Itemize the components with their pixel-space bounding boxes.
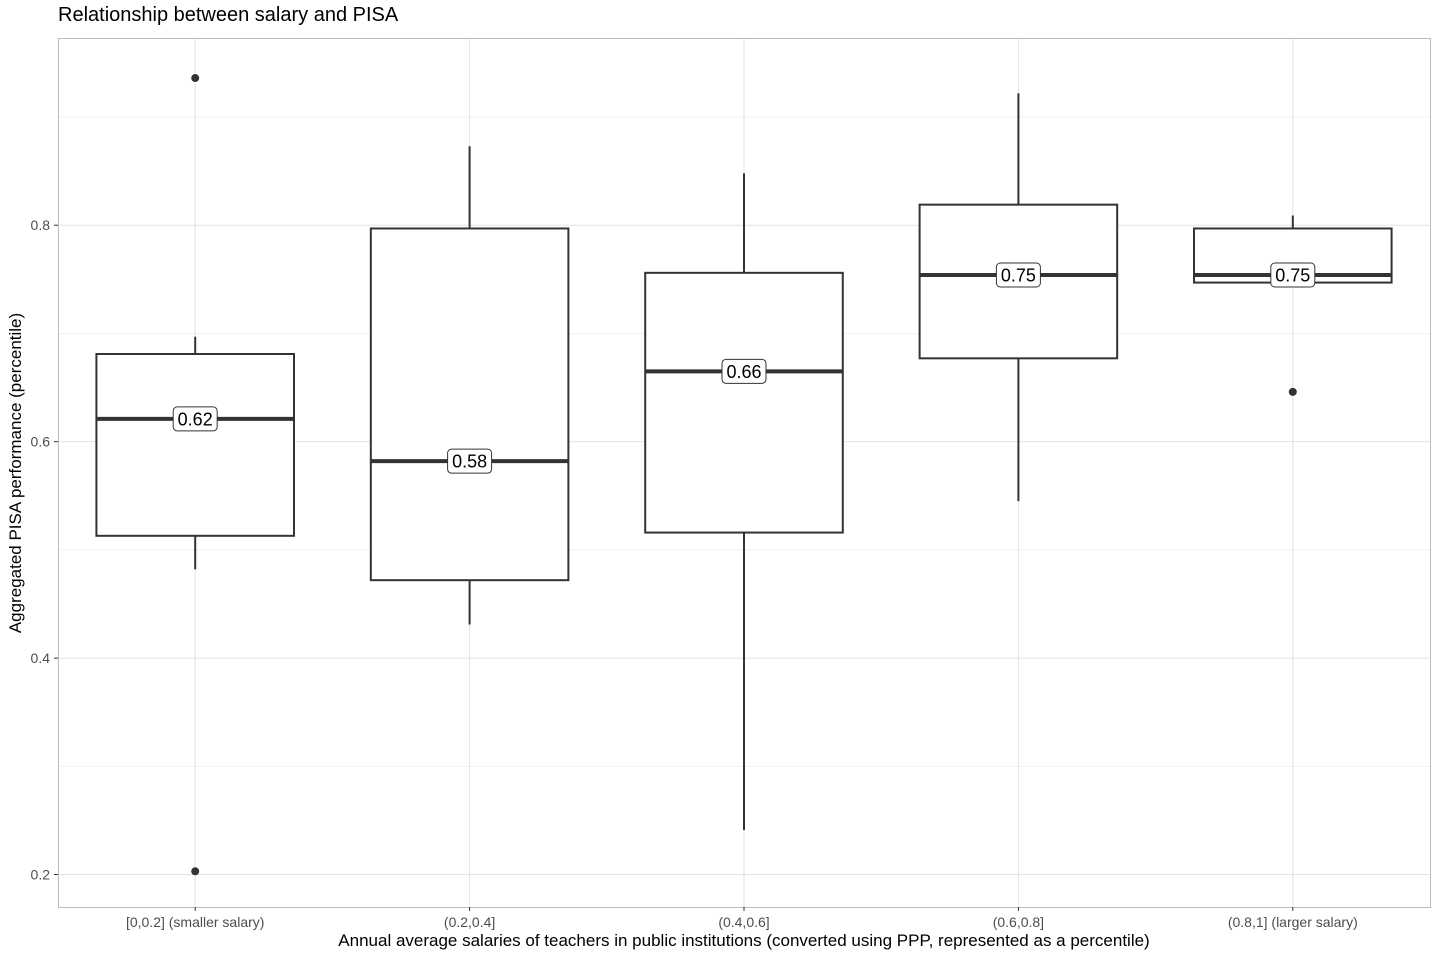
median-label-box <box>447 448 493 474</box>
chart-title: Relationship between salary and PISA <box>58 4 399 26</box>
y-tick-label: 0.8 <box>31 217 51 233</box>
median-label-text: 0.75 <box>1001 266 1036 286</box>
median-label-text: 0.75 <box>1275 266 1310 286</box>
median-label-text: 0.58 <box>452 452 487 472</box>
x-axis-label: Annual average salaries of teachers in p… <box>338 931 1150 950</box>
x-axis-ticks: [0,0.2] (smaller salary) (0.2,0.4] (0.4,0.… <box>126 907 1358 930</box>
median-label: 0.75 <box>995 262 1041 288</box>
median-label-text: 0.62 <box>178 409 213 429</box>
median-label-box <box>721 358 767 384</box>
median-label-box <box>1270 262 1316 288</box>
y-tick-label: 0.4 <box>31 650 51 666</box>
median-label: 0.75 <box>1270 262 1316 288</box>
box-group <box>918 93 1119 502</box>
median-label-box <box>995 262 1041 288</box>
box-group <box>644 173 844 831</box>
outlier-point <box>1288 387 1297 396</box>
outlier-point <box>191 74 200 83</box>
outlier-point <box>191 867 200 876</box>
y-tick-label: 0.6 <box>31 434 51 450</box>
x-tick-label: (0.8,1] (larger salary) <box>1228 914 1358 930</box>
box <box>369 227 570 582</box>
boxes <box>95 74 1393 876</box>
y-tick-label: 0.2 <box>31 867 51 883</box>
median-label: 0.66 <box>721 358 767 384</box>
x-tick-label: (0.2,0.4] <box>444 914 495 930</box>
box <box>95 353 295 537</box>
median-label: 0.58 <box>447 448 493 474</box>
y-axis-ticks: 0.2 0.4 0.6 0.8 <box>31 217 58 883</box>
median-label-text: 0.66 <box>726 362 761 382</box>
median-label-box <box>172 406 218 432</box>
x-tick-label: [0,0.2] (smaller salary) <box>126 914 264 930</box>
median-labels: 0.62 0.58 0.66 0.75 0.75 <box>172 262 1316 474</box>
median-label: 0.62 <box>172 406 218 432</box>
box-group <box>369 146 570 625</box>
x-tick-label: (0.4,0.6] <box>718 914 769 930</box>
box-group <box>95 74 295 876</box>
x-tick-label: (0.6,0.8] <box>993 914 1044 930</box>
box <box>644 271 844 534</box>
